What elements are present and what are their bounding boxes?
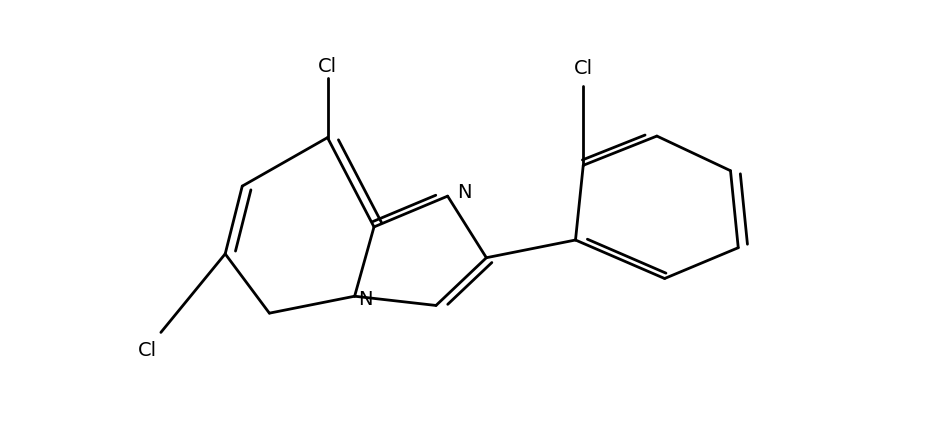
Text: Cl: Cl — [138, 341, 157, 360]
Text: N: N — [457, 183, 471, 202]
Text: Cl: Cl — [318, 57, 337, 76]
Text: Cl: Cl — [573, 59, 593, 78]
Text: N: N — [359, 290, 373, 309]
